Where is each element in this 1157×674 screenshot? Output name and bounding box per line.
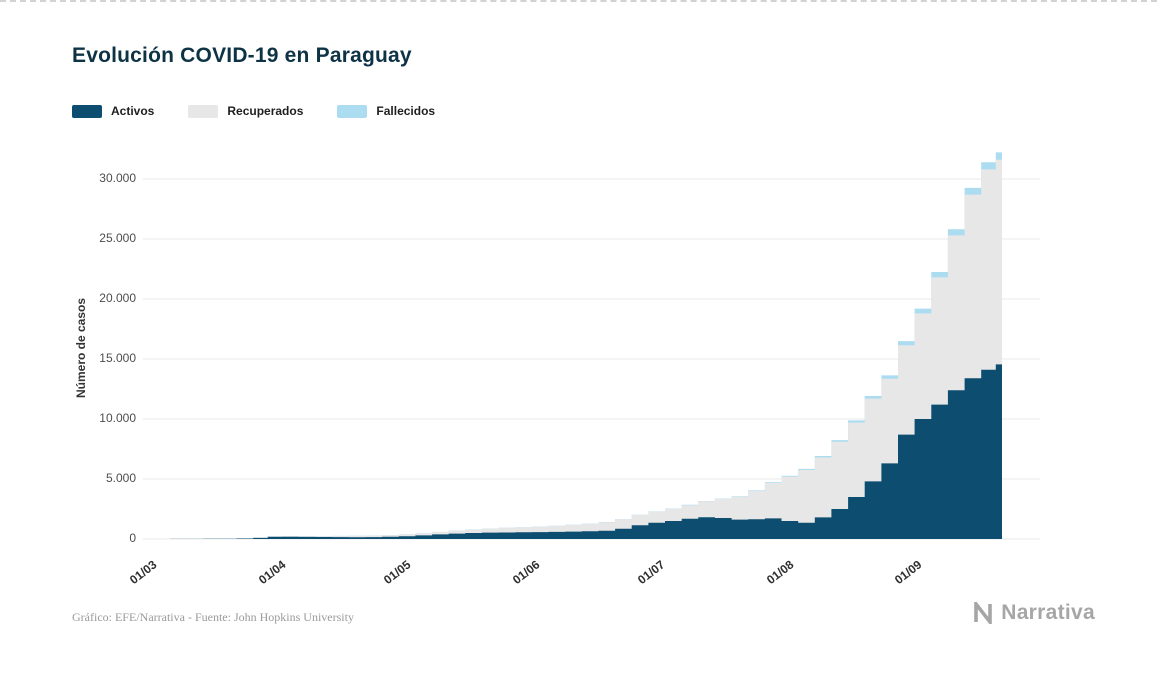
- x-tick-label: 01/08: [763, 557, 796, 588]
- area-recuperados: [145, 159, 1002, 540]
- x-tick-label: 01/06: [509, 557, 543, 588]
- x-tick-label: 01/07: [634, 557, 667, 588]
- legend-item-activos: Activos: [72, 104, 154, 118]
- y-tick-label: 25.000: [99, 231, 136, 245]
- chart-title: Evolución COVID-19 en Paraguay: [72, 44, 412, 67]
- legend-label: Activos: [111, 104, 155, 118]
- legend-swatch: [72, 104, 102, 118]
- x-tick-label: 01/04: [255, 557, 289, 588]
- legend-item-fallecidos: Fallecidos: [337, 104, 435, 118]
- y-tick-label: 20.000: [99, 291, 136, 305]
- source-caption: Gráfico: EFE/Narrativa - Fuente: John Ho…: [72, 610, 354, 624]
- y-tick-label: 0: [129, 531, 136, 545]
- narrativa-logo: Narrativa: [972, 601, 1095, 625]
- legend-swatch: [337, 104, 368, 118]
- y-tick-label: 15.000: [99, 351, 136, 365]
- legend-label: Fallecidos: [376, 104, 436, 118]
- area-activos: [145, 364, 1002, 539]
- x-tick-label: 01/03: [127, 557, 160, 588]
- y-tick-label: 10.000: [99, 411, 136, 425]
- area-fallecidos: [145, 152, 1002, 539]
- y-tick-label: 5.000: [105, 471, 136, 485]
- top-edge-artifact: [0, 0, 1157, 2]
- narrativa-icon: [974, 602, 993, 624]
- y-tick-label: 30.000: [99, 171, 136, 185]
- legend-item-recuperados: Recuperados: [188, 104, 303, 118]
- narrativa-wordmark: Narrativa: [1001, 601, 1095, 624]
- x-tick-label: 01/05: [380, 557, 414, 588]
- legend-swatch: [188, 104, 219, 118]
- legend-label: Recuperados: [227, 104, 304, 118]
- y-axis-title: Número de casos: [74, 297, 88, 398]
- chart-legend: Activos Recuperados Fallecidos: [72, 104, 469, 118]
- x-tick-label: 01/09: [892, 557, 925, 588]
